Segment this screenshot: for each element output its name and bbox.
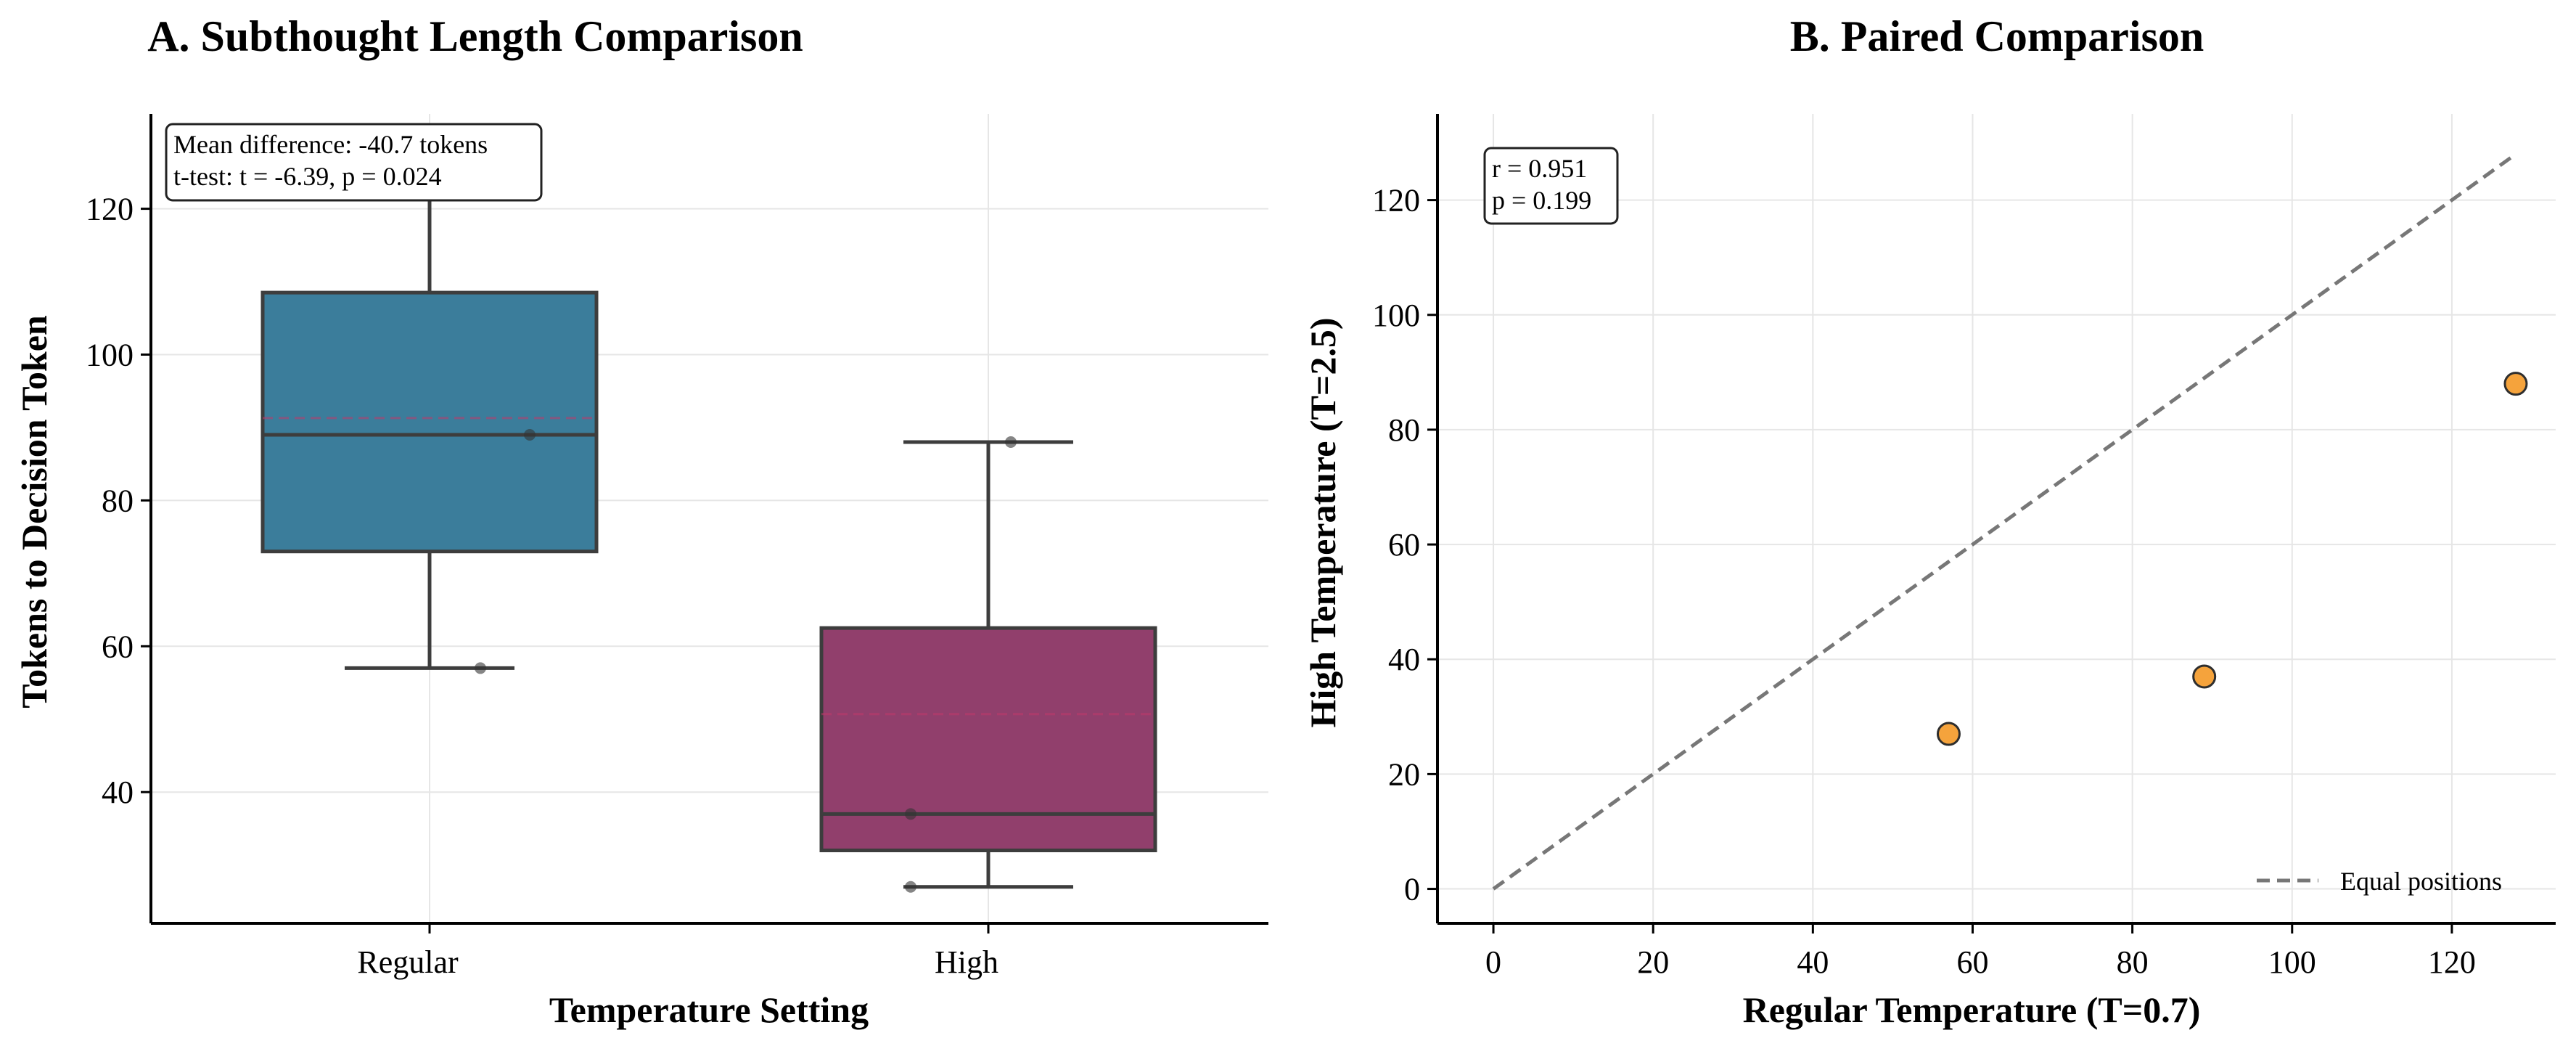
panel-b-y-tick-label: 60 [1388, 527, 1420, 563]
panel-b-x-axis-label: Regular Temperature (T=0.7) [1743, 989, 2201, 1030]
panel-b-axes: 0 20 40 60 80 100 120 0 20 40 60 80 100 120 [1372, 114, 2556, 980]
panel-b-legend: Equal positions [2257, 867, 2502, 896]
panel-b-title: B. Paired Comparison [1790, 12, 2204, 60]
panel-b-x-tick-label: 20 [1637, 944, 1669, 980]
panel-b-y-tick-label: 120 [1372, 183, 1420, 218]
panel-b-annotation-line-2: p = 0.199 [1492, 186, 1591, 215]
panel-a-x-axis-label: Temperature Setting [549, 989, 869, 1030]
panel-b-annotation-line-1: r = 0.951 [1492, 154, 1587, 183]
data-point [905, 808, 916, 820]
panel-b-y-tick-label: 80 [1388, 412, 1420, 448]
data-point [524, 428, 536, 441]
scatter-point [2503, 372, 2528, 396]
panel-a-stats-annotation: Mean difference: -40.7 tokens t-test: t … [165, 123, 543, 202]
panel-a-axes: 40 60 80 100 120 Regular High [86, 114, 1268, 980]
panel-b-x-tick-label: 80 [2117, 944, 2149, 980]
panel-a-annotation-box [165, 123, 543, 202]
data-point [1005, 436, 1017, 449]
panel-a-annotation-line-1: Mean difference: -40.7 tokens [173, 130, 488, 159]
data-point [475, 662, 486, 674]
panel-b-stats-annotation: r = 0.951 p = 0.199 [1483, 147, 1619, 225]
panel-b-y-axis-label: High Temperature (T=2.5) [1303, 317, 1343, 727]
panel-b-annotation-box [1483, 147, 1619, 225]
interquartile-box [819, 626, 1157, 853]
panel-b-x-tick-label: 100 [2268, 944, 2316, 980]
panel-b-y-tick-label: 20 [1388, 756, 1420, 792]
panel-a-annotation-line-2: t-test: t = -6.39, p = 0.024 [173, 162, 442, 191]
panel-b-x-tick-label: 40 [1797, 944, 1829, 980]
scatter-point [2192, 664, 2217, 689]
panel-a-title: A. Subthought Length Comparison [147, 12, 803, 60]
panel-a-x-tick-label: High [935, 944, 998, 980]
panel-a-y-tick-label: 40 [102, 775, 134, 810]
panel-a-box-plot: A. Subthought Length Comparison 40 60 80 10… [14, 12, 1268, 1030]
panel-b-gridlines [1437, 114, 2556, 923]
panel-a-y-tick-label: 120 [86, 192, 134, 227]
interquartile-box [261, 290, 599, 554]
data-point [905, 881, 916, 893]
panel-b-scatter-plot: B. Paired Comparison 0 20 40 60 80 100 120 0 20 4… [1303, 12, 2556, 1030]
box-high [819, 436, 1157, 893]
panel-b-y-tick-label: 0 [1404, 872, 1420, 907]
panel-b-marks [1492, 152, 2528, 891]
legend-label-equal-positions: Equal positions [2340, 867, 2502, 896]
panel-b-x-tick-label: 60 [1956, 944, 1988, 980]
box-regular [261, 144, 599, 674]
panel-b-y-tick-label: 100 [1372, 298, 1420, 333]
panel-b-x-tick-label: 120 [2428, 944, 2476, 980]
panel-a-x-tick-label: Regular [357, 944, 459, 980]
panel-a-y-tick-label: 80 [102, 483, 134, 518]
panel-b-x-tick-label: 0 [1485, 944, 1501, 980]
equal-positions-line [1492, 152, 2517, 891]
panel-a-y-axis-label: Tokens to Decision Token [14, 315, 54, 708]
panel-b-y-tick-label: 40 [1388, 642, 1420, 677]
scatter-point [1936, 722, 1961, 746]
panel-a-y-tick-label: 60 [102, 629, 134, 664]
panel-a-y-tick-label: 100 [86, 337, 134, 372]
panel-a-boxes [261, 144, 1157, 893]
